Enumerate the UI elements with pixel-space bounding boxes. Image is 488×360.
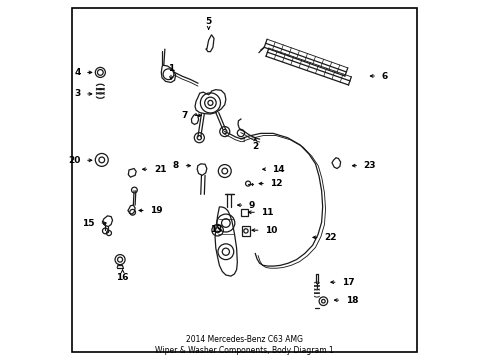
- Text: 13: 13: [209, 225, 222, 234]
- Text: 2014 Mercedes-Benz C63 AMG
Wiper & Washer Components, Body Diagram 1: 2014 Mercedes-Benz C63 AMG Wiper & Washe…: [155, 334, 333, 355]
- Text: 16: 16: [116, 273, 128, 282]
- Text: 11: 11: [261, 208, 273, 217]
- Text: 17: 17: [341, 278, 354, 287]
- Text: 22: 22: [324, 233, 336, 242]
- Text: 19: 19: [150, 206, 163, 215]
- Text: 21: 21: [153, 165, 166, 174]
- Text: 20: 20: [68, 156, 81, 165]
- Text: 9: 9: [248, 201, 255, 210]
- Text: 7: 7: [182, 111, 188, 120]
- Text: 12: 12: [270, 179, 282, 188]
- Text: 23: 23: [363, 161, 375, 170]
- Text: 14: 14: [271, 165, 284, 174]
- Text: 18: 18: [345, 296, 357, 305]
- Text: 15: 15: [82, 219, 95, 228]
- Text: 5: 5: [205, 17, 211, 26]
- Text: 4: 4: [74, 68, 81, 77]
- Text: 8: 8: [173, 161, 179, 170]
- Text: 3: 3: [74, 89, 81, 98]
- Text: 1: 1: [167, 64, 174, 73]
- Text: 6: 6: [381, 72, 387, 81]
- Text: 2: 2: [252, 142, 258, 151]
- Text: 10: 10: [264, 226, 277, 235]
